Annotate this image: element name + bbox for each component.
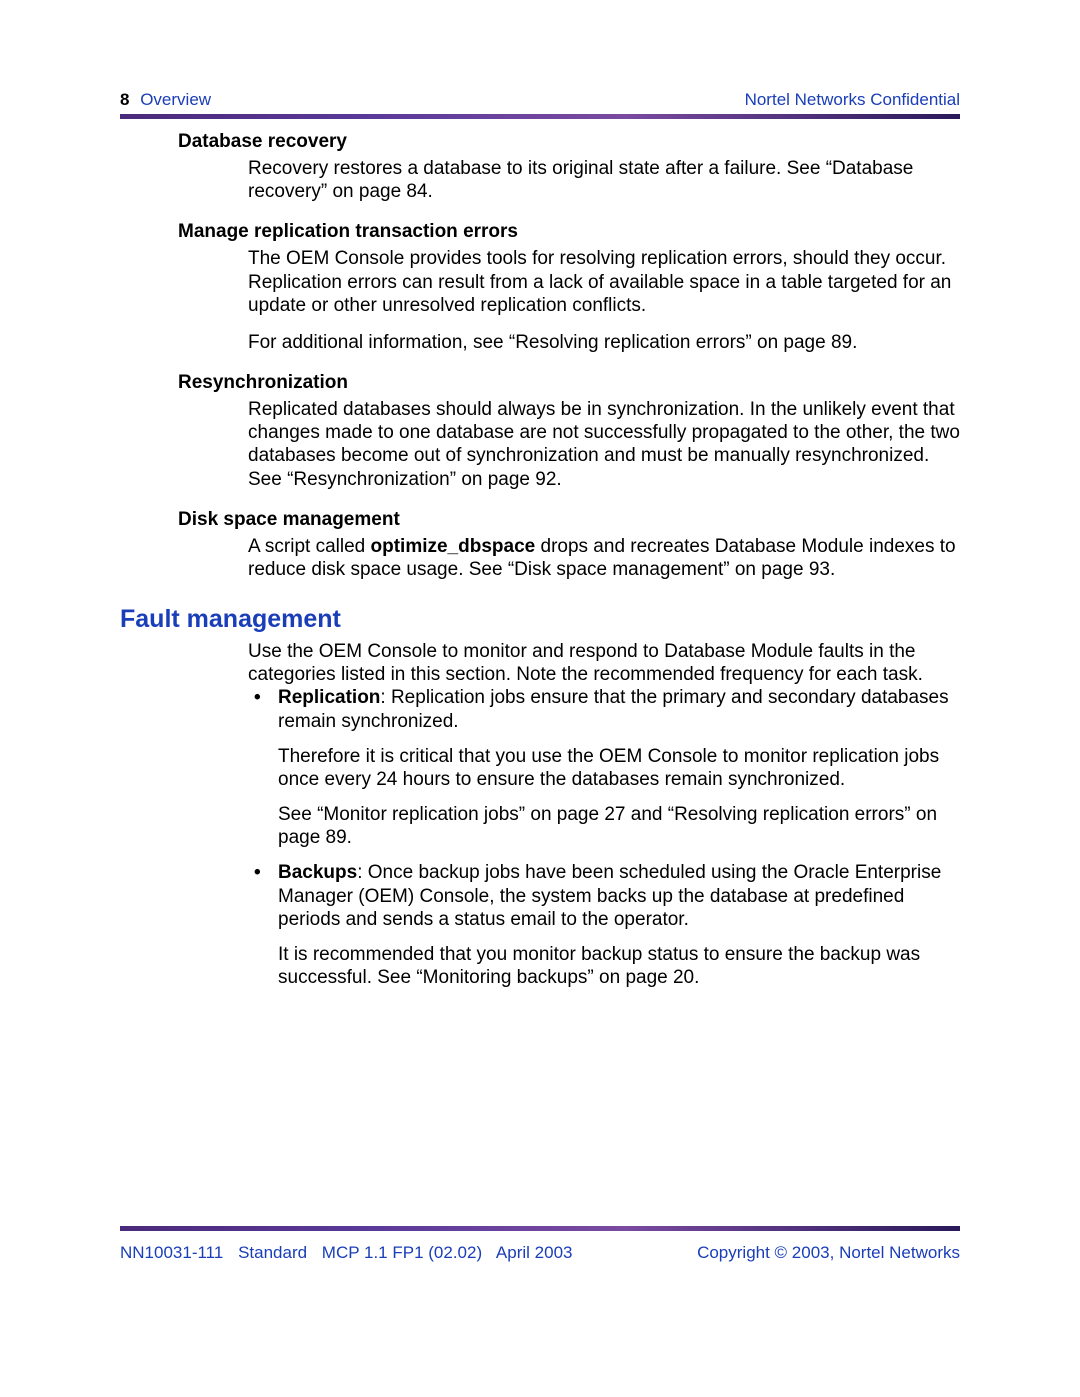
page-number: 8 <box>120 90 129 109</box>
page-footer-wrap: NN10031-111 Standard MCP 1.1 FP1 (02.02)… <box>120 1226 960 1263</box>
bullet-replication: • Replication: Replication jobs ensure t… <box>248 686 960 849</box>
paragraph: The OEM Console provides tools for resol… <box>248 247 960 317</box>
paragraph: For additional information, see “Resolvi… <box>248 331 960 354</box>
bullet-label: Replication <box>278 687 380 708</box>
section-resynchronization: Resynchronization Replicated databases s… <box>120 372 960 491</box>
paragraph: Backups: Once backup jobs have been sche… <box>278 861 960 931</box>
paragraph: Recovery restores a database to its orig… <box>248 157 960 203</box>
paragraph: Replicated databases should always be in… <box>248 398 960 491</box>
heading-database-recovery: Database recovery <box>178 131 960 153</box>
text-bold: optimize_dbspace <box>371 536 536 557</box>
footer-copyright: Copyright © 2003, Nortel Networks <box>697 1243 960 1263</box>
page-header: 8 Overview Nortel Networks Confidential <box>120 90 960 114</box>
paragraph: See “Monitor replication jobs” on page 2… <box>278 803 960 849</box>
bullet-icon: • <box>254 861 261 884</box>
header-confidential: Nortel Networks Confidential <box>745 90 960 110</box>
footer-doc-id: NN10031-111 <box>120 1243 223 1262</box>
body-fault-management-intro: Use the OEM Console to monitor and respo… <box>248 640 960 686</box>
header-left: 8 Overview <box>120 90 211 110</box>
footer-version: MCP 1.1 FP1 (02.02) <box>322 1243 482 1262</box>
body-manage-replication: The OEM Console provides tools for resol… <box>248 247 960 354</box>
bullet-icon: • <box>254 686 261 709</box>
paragraph: A script called optimize_dbspace drops a… <box>248 535 960 581</box>
header-divider <box>120 114 960 119</box>
paragraph: Therefore it is critical that you use th… <box>278 745 960 791</box>
body-disk-space: A script called optimize_dbspace drops a… <box>248 535 960 581</box>
footer-divider <box>120 1226 960 1231</box>
bullet-backups: • Backups: Once backup jobs have been sc… <box>248 861 960 989</box>
heading-resynchronization: Resynchronization <box>178 372 960 394</box>
section-database-recovery: Database recovery Recovery restores a da… <box>120 131 960 203</box>
footer-date: April 2003 <box>496 1243 573 1262</box>
page-content: 8 Overview Nortel Networks Confidential … <box>120 90 960 1001</box>
fault-management-bullets: • Replication: Replication jobs ensure t… <box>248 686 960 989</box>
header-section: Overview <box>140 90 211 109</box>
body-resynchronization: Replicated databases should always be in… <box>248 398 960 491</box>
section-manage-replication: Manage replication transaction errors Th… <box>120 221 960 354</box>
footer-left: NN10031-111 Standard MCP 1.1 FP1 (02.02)… <box>120 1243 582 1263</box>
heading-manage-replication: Manage replication transaction errors <box>178 221 960 243</box>
text-pre: A script called <box>248 536 371 557</box>
paragraph: Replication: Replication jobs ensure tha… <box>278 686 960 732</box>
section-disk-space: Disk space management A script called op… <box>120 509 960 581</box>
page-footer: NN10031-111 Standard MCP 1.1 FP1 (02.02)… <box>120 1243 960 1263</box>
heading-fault-management: Fault management <box>120 605 960 634</box>
heading-disk-space: Disk space management <box>178 509 960 531</box>
paragraph: It is recommended that you monitor backu… <box>278 943 960 989</box>
body-database-recovery: Recovery restores a database to its orig… <box>248 157 960 203</box>
bullet-label: Backups <box>278 862 357 883</box>
footer-standard: Standard <box>238 1243 307 1262</box>
bullet-text: : Once backup jobs have been scheduled u… <box>278 862 941 929</box>
paragraph: Use the OEM Console to monitor and respo… <box>248 640 960 686</box>
